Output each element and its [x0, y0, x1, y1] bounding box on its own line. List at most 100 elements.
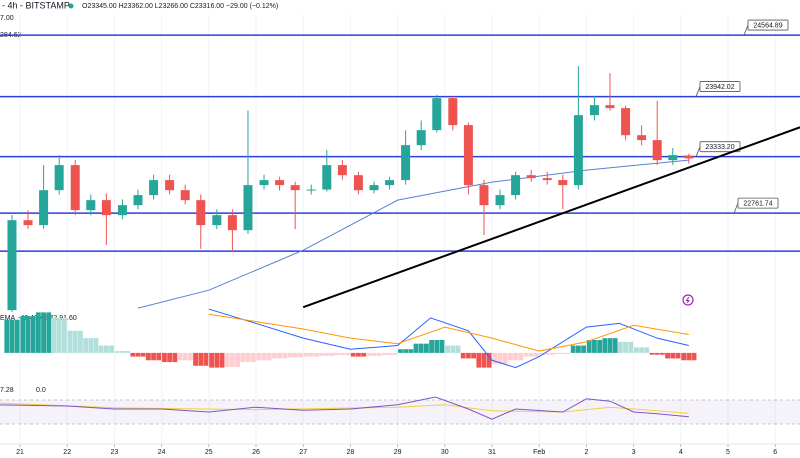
macd-bar — [686, 352, 692, 361]
candle-body — [621, 108, 631, 136]
status-dot — [68, 3, 74, 9]
macd-bar — [214, 352, 220, 368]
macd-bar — [250, 352, 256, 363]
macd-bar — [617, 341, 623, 353]
macd-bar — [508, 352, 513, 361]
x-tick-label: 23 — [111, 449, 119, 456]
macd-bar — [224, 352, 230, 367]
candle-body — [369, 185, 379, 191]
macd-bar — [528, 352, 534, 357]
macd-bar — [9, 319, 15, 353]
macd-bar — [665, 352, 670, 359]
candle-body — [7, 220, 17, 311]
macd-bar — [445, 345, 451, 353]
indicator-icon[interactable] — [682, 294, 694, 306]
macd-bar — [476, 352, 482, 368]
macd-bar — [103, 345, 109, 353]
macd-bar — [497, 352, 503, 364]
macd-bar — [114, 351, 120, 353]
level-label: 23942.02 — [705, 84, 734, 91]
macd-bar — [88, 338, 94, 353]
macd-bar — [623, 341, 628, 353]
macd-bar — [308, 352, 314, 357]
macd-bar — [287, 352, 293, 358]
macd-bar — [586, 340, 592, 353]
x-tick-label: 28 — [347, 449, 355, 456]
candle-body — [39, 190, 49, 226]
macd-bar — [361, 352, 367, 357]
macd-bar — [83, 338, 88, 353]
macd-bar — [193, 352, 198, 366]
macd-bar — [46, 312, 52, 353]
candle-body — [448, 98, 458, 126]
macd-bar — [135, 352, 141, 357]
macd-bar — [14, 319, 20, 353]
macd-bar — [560, 352, 566, 354]
moving-average — [137, 159, 689, 309]
rsi-ma-line — [0, 402, 689, 414]
macd-bar — [392, 352, 398, 356]
candle-body — [416, 130, 426, 146]
level-label: 24564.89 — [753, 22, 782, 29]
candle-body — [54, 165, 64, 191]
macd-bar — [209, 352, 215, 368]
macd-bar — [125, 351, 131, 353]
macd-bar — [581, 345, 586, 353]
callout-box — [737, 197, 779, 209]
x-tick-label: 5 — [726, 449, 730, 456]
candle-body — [511, 175, 521, 196]
rsi-readout: 7.28 — [0, 387, 14, 394]
macd-bar — [319, 352, 324, 356]
macd-bar — [182, 352, 188, 361]
candle-body — [684, 155, 694, 159]
candle-body — [149, 180, 159, 196]
macd-bar — [329, 352, 335, 356]
macd-bar — [492, 352, 498, 364]
candle-body — [290, 185, 300, 191]
macd-bar — [602, 338, 608, 353]
x-tick-label: 3 — [632, 449, 636, 456]
candle-body — [605, 105, 615, 109]
macd-bar — [203, 352, 209, 366]
x-tick-label: 27 — [299, 449, 307, 456]
candle-body — [101, 200, 111, 216]
macd-bar — [381, 352, 387, 356]
callout-box — [747, 19, 789, 31]
macd-bar — [156, 352, 162, 361]
candle-body — [322, 165, 332, 190]
macd-bar — [439, 340, 445, 353]
candle-body — [353, 175, 363, 191]
x-tick-label: 25 — [205, 449, 213, 456]
macd-bar — [240, 352, 246, 363]
macd-bar — [471, 352, 476, 359]
signal-line — [208, 313, 689, 352]
macd-bar — [639, 347, 645, 353]
macd-bar — [675, 352, 681, 359]
candle-body — [306, 189, 316, 191]
macd-bar — [691, 352, 697, 361]
macd-bar — [408, 349, 414, 353]
macd-bar — [56, 317, 62, 353]
macd-bar — [109, 345, 114, 353]
x-tick-label: 4 — [679, 449, 683, 456]
macd-bar — [413, 343, 419, 353]
candle-body — [668, 155, 678, 161]
candle-body — [165, 180, 175, 191]
macd-bar — [303, 352, 309, 357]
macd-bar — [235, 352, 240, 367]
x-tick-label: 22 — [63, 449, 71, 456]
candle-body — [196, 200, 206, 226]
macd-bar — [628, 341, 634, 353]
x-tick-label: 24 — [158, 449, 166, 456]
macd-bar — [518, 352, 524, 361]
macd-bar — [466, 352, 471, 359]
macd-bar — [272, 352, 277, 359]
macd-bar — [334, 352, 340, 356]
macd-bar — [277, 352, 282, 359]
candle-body — [637, 135, 647, 141]
rsi-line — [0, 396, 689, 420]
x-tick-label: 29 — [394, 449, 402, 456]
macd-bar — [481, 352, 487, 368]
callout-box — [699, 81, 741, 92]
macd-bar — [612, 338, 618, 353]
